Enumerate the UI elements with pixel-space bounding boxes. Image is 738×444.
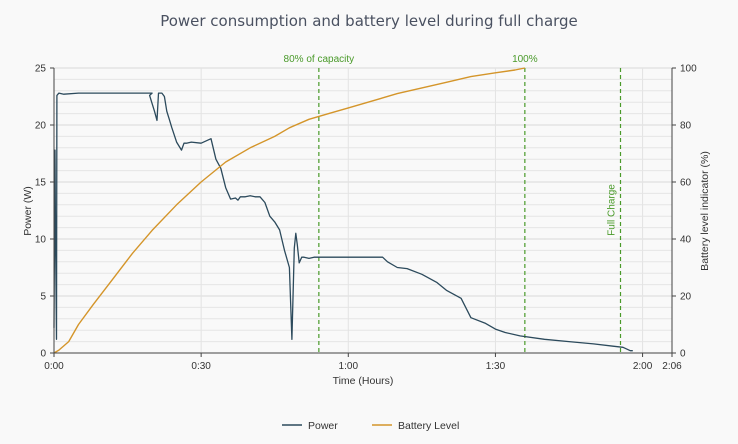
annotations: 80% of capacity 100% Full Charge [284, 54, 622, 353]
y2-axis-title: Battery level indicator (%) [699, 151, 711, 271]
legend-item: Battery Level [372, 420, 459, 432]
legend-label: Battery Level [398, 420, 459, 432]
x-tick-label: 2:00 [633, 361, 653, 372]
y2-tick-label: 40 [680, 235, 692, 246]
y2-tick-label: 60 [680, 178, 692, 189]
y2-tick-label: 20 [680, 292, 692, 303]
x-tick-label: 0:30 [191, 361, 211, 372]
axes: 0:00 0:30 1:00 1:30 2:00 2:060510152025020406… [35, 64, 697, 373]
annotation-label: Full Charge [607, 184, 618, 236]
grid [54, 67, 672, 354]
annotation-label: 100% [512, 54, 538, 65]
y-tick-label: 15 [35, 178, 47, 189]
x-axis-title: Time (Hours) [333, 375, 394, 387]
series-line [53, 67, 526, 354]
series-line [53, 92, 633, 352]
y-tick-label: 25 [35, 64, 47, 75]
y-tick-label: 10 [35, 235, 47, 246]
legend-label: Power [308, 420, 338, 432]
series [53, 67, 633, 354]
y-tick-label: 5 [40, 292, 46, 303]
y2-tick-label: 100 [680, 64, 697, 75]
x-tick-label: 2:06 [662, 361, 682, 372]
y-tick-label: 20 [35, 121, 47, 132]
annotation-label: 80% of capacity [284, 54, 355, 65]
legend-item: Power [282, 420, 338, 432]
x-tick-label: 1:00 [339, 361, 359, 372]
x-tick-label: 0:00 [44, 361, 64, 372]
y-tick-label: 0 [40, 349, 46, 360]
y2-tick-label: 80 [680, 121, 692, 132]
y2-tick-label: 0 [680, 349, 686, 360]
y-axis-title: Power (W) [22, 186, 34, 236]
x-tick-label: 1:30 [486, 361, 506, 372]
legend: Power Battery Level [282, 420, 459, 432]
chart-title: Power consumption and battery level duri… [160, 12, 578, 30]
